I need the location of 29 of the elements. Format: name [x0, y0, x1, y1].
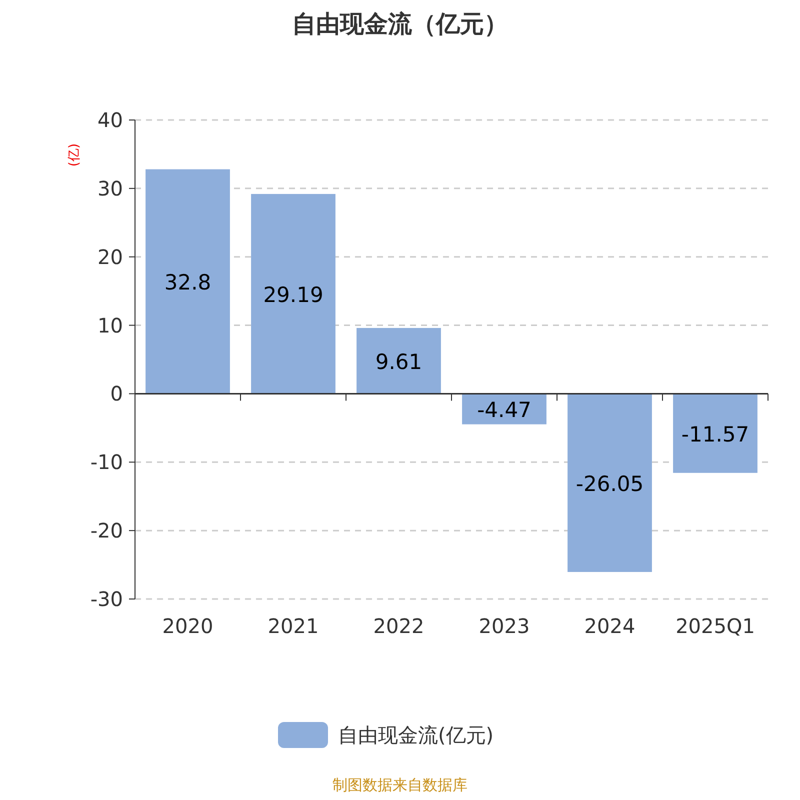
- y-axis-title: (亿): [67, 143, 82, 167]
- y-tick-label: 0: [110, 382, 123, 406]
- x-tick-label: 2025Q1: [676, 614, 755, 638]
- bar: [568, 394, 652, 572]
- y-tick-label: -20: [90, 518, 123, 543]
- data-label: 29.19: [263, 282, 324, 307]
- data-label: -4.47: [477, 398, 532, 422]
- chart-title: 自由现金流（亿元）: [292, 10, 508, 38]
- x-tick-label: 2022: [373, 614, 424, 638]
- text: 制图数据来自数据库: [332, 776, 468, 794]
- bar: [356, 328, 441, 394]
- data-label: -11.57: [681, 422, 750, 446]
- bar: [251, 194, 336, 394]
- bar: [146, 169, 230, 394]
- y-tick-label: 20: [98, 244, 123, 269]
- x-tick-label: 2021: [268, 614, 319, 638]
- x-tick-label: 2024: [584, 614, 636, 638]
- y-tick-label: 30: [98, 176, 123, 200]
- legend-label: 自由现金流(亿元): [338, 723, 494, 747]
- y-tick-label: 10: [98, 313, 123, 338]
- data-label: 32.8: [164, 270, 212, 294]
- bar: [673, 394, 758, 473]
- y-tick-label: -10: [90, 450, 123, 474]
- data-label: -26.05: [576, 472, 644, 496]
- x-tick-label: 2023: [478, 614, 530, 638]
- x-tick-label: 2020: [162, 614, 214, 638]
- y-tick-label: -30: [90, 587, 123, 611]
- y-tick-label: 40: [98, 108, 123, 132]
- data-label: 9.61: [375, 350, 422, 374]
